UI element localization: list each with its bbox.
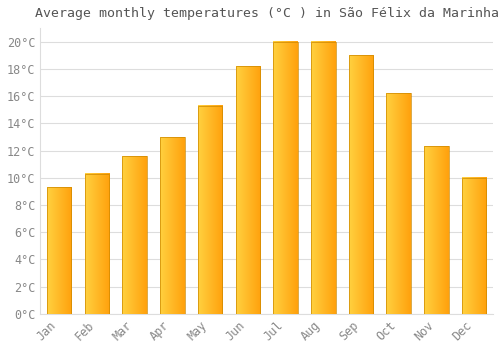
Title: Average monthly temperatures (°C ) in São Félix da Marinha: Average monthly temperatures (°C ) in Sã… <box>34 7 498 20</box>
